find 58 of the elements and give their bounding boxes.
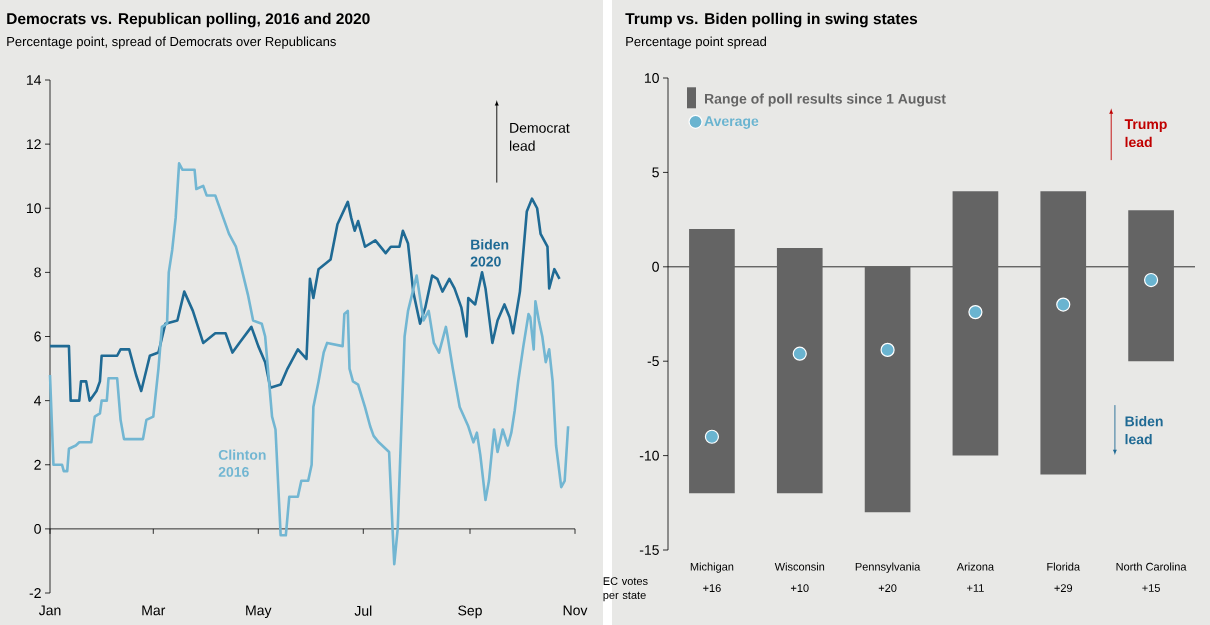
y-tick-label: -2 — [29, 588, 41, 598]
y-tick-label: 10 — [26, 203, 41, 214]
y-tick-label: 8 — [34, 267, 41, 278]
bar — [1040, 191, 1087, 475]
chart-title: Democrats vs. Republican polling, 2016 and 2020 — [7, 12, 370, 28]
point — [1056, 297, 1071, 312]
text: +29 — [1054, 584, 1073, 592]
y-tick-label: 6 — [34, 331, 41, 342]
x-tick-label: Wisconsin — [774, 562, 825, 571]
series-label: Biden 2020 — [470, 239, 509, 267]
x-tick-label: Mar — [142, 605, 166, 616]
y-tick-label: 10 — [644, 73, 659, 83]
annotation: Biden lead — [1125, 415, 1163, 445]
y-tick-label: 5 — [652, 167, 659, 178]
y-tick-label: -5 — [647, 356, 659, 367]
y-tick-label: -15 — [639, 545, 659, 555]
point — [880, 342, 895, 357]
y-tick-label: 2 — [34, 459, 41, 470]
text: +10 — [790, 584, 809, 592]
text: +16 — [703, 584, 721, 592]
bar — [689, 229, 735, 494]
line-series — [48, 197, 561, 402]
point — [792, 346, 807, 361]
chart-subtitle: Percentage point spread — [626, 36, 766, 49]
point — [704, 429, 720, 444]
bar — [776, 247, 823, 494]
point — [1143, 272, 1159, 288]
x-tick-label: Florida — [1047, 562, 1081, 571]
y-tick-label: -10 — [639, 450, 659, 461]
x-tick-label: Nov — [563, 605, 588, 616]
legend-label: Average — [704, 116, 759, 129]
y-tick-label: 4 — [34, 395, 42, 406]
y-tick-label: 12 — [26, 139, 41, 150]
x-tick-label: Michigan — [690, 562, 734, 573]
text: +20 — [878, 584, 897, 592]
text: EC votes per state — [603, 577, 648, 602]
point — [968, 305, 983, 320]
chart-subtitle: Percentage point, spread of Democrats over Republicans — [7, 36, 336, 49]
bar — [952, 191, 999, 456]
x-tick-label: May — [246, 605, 272, 619]
x-tick-label: Sep — [458, 605, 482, 619]
chart-title: Trump vs. Biden polling in swing states — [625, 12, 918, 28]
x-tick-label: North Carolina — [1116, 562, 1187, 571]
y-tick-label: 0 — [652, 261, 659, 272]
annotation: Democrat lead — [509, 123, 570, 151]
y-tick-label: 14 — [26, 75, 42, 85]
x-tick-label: Jul — [354, 605, 372, 616]
annotation: Trump lead — [1124, 119, 1167, 148]
x-tick-label: Jan — [38, 605, 61, 616]
bar — [1128, 210, 1174, 362]
text: +11 — [967, 584, 984, 592]
y-tick-label: 0 — [34, 523, 41, 534]
legend-label: Range of poll results since 1 August — [704, 93, 946, 107]
series-label: Clinton 2016 — [218, 449, 266, 477]
bar — [864, 266, 911, 513]
x-tick-label: Pennsylvania — [855, 562, 921, 573]
text: +15 — [1142, 584, 1160, 592]
x-tick-label: Arizona — [956, 562, 995, 571]
